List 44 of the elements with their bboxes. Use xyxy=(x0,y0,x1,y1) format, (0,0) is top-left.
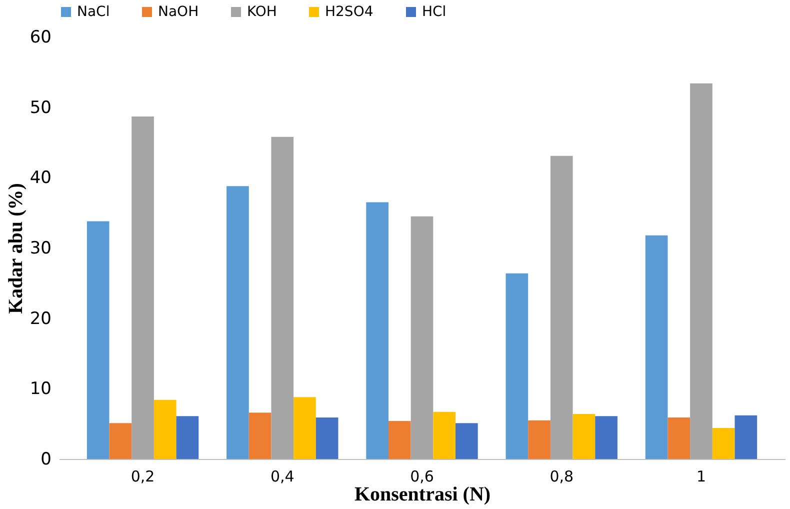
bar xyxy=(388,421,411,459)
bar xyxy=(226,186,249,459)
y-tick-label: 30 xyxy=(30,238,52,258)
bar xyxy=(690,83,712,459)
legend-label: KOH xyxy=(247,4,277,20)
bar xyxy=(86,221,110,459)
x-tick-label: 1 xyxy=(696,468,706,486)
bar xyxy=(645,235,668,459)
bar xyxy=(528,420,550,459)
bar xyxy=(595,416,618,459)
x-tick-label: 0,2 xyxy=(130,468,155,486)
bar xyxy=(668,418,690,459)
x-axis-title: Konsentrasi (N) xyxy=(354,484,491,506)
bar xyxy=(433,412,456,459)
bar xyxy=(316,418,338,459)
bar xyxy=(109,423,132,459)
y-tick-label: 60 xyxy=(30,28,52,48)
bar xyxy=(506,273,528,459)
legend-label: H2SO4 xyxy=(325,4,374,20)
bar xyxy=(176,416,199,459)
bar xyxy=(712,428,735,459)
bar xyxy=(132,116,154,459)
bar xyxy=(154,400,176,459)
bar xyxy=(572,414,596,459)
bar xyxy=(271,136,294,459)
bar xyxy=(456,423,478,459)
x-tick-label: 0,4 xyxy=(270,468,294,486)
bar xyxy=(294,397,316,459)
bar xyxy=(248,412,272,459)
y-tick-label: 50 xyxy=(30,98,52,118)
y-tick-label: 0 xyxy=(40,450,52,470)
x-tick-label: 0,8 xyxy=(550,468,574,486)
y-axis-title: Kadar abu (%) xyxy=(4,183,27,314)
bar xyxy=(734,415,758,459)
bar xyxy=(410,216,434,459)
legend-label: HCl xyxy=(422,4,446,20)
legend-label: NaCl xyxy=(77,4,110,20)
bar xyxy=(366,202,388,459)
y-tick-label: 10 xyxy=(30,379,52,400)
x-tick-label: 0,6 xyxy=(410,468,434,486)
legend-label: NaOH xyxy=(158,4,199,20)
bar xyxy=(550,156,573,459)
y-tick-label: 40 xyxy=(30,168,52,188)
y-tick-label: 20 xyxy=(30,308,52,329)
